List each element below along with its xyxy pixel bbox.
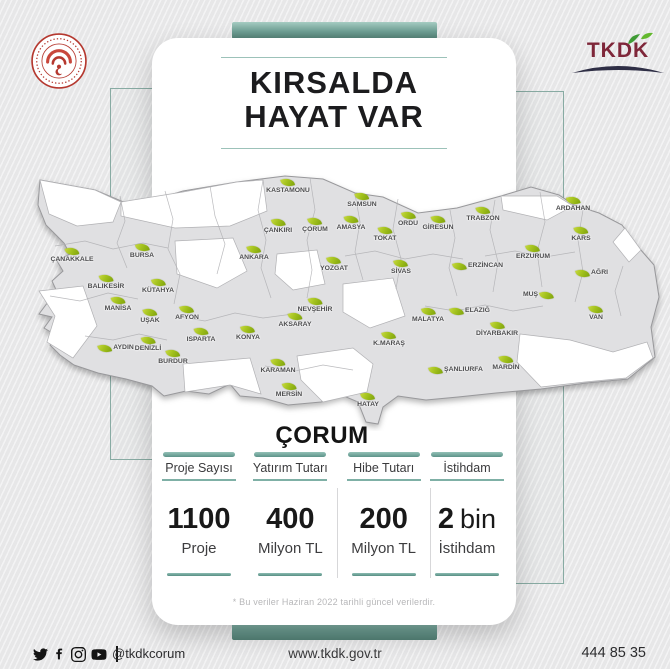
stat-underline bbox=[162, 479, 236, 481]
stat-bottom-bar bbox=[434, 573, 499, 576]
stat-unit: Milyon TL bbox=[351, 540, 417, 557]
stat-bottom-bar bbox=[258, 573, 323, 576]
stat-header: İstihdam bbox=[443, 461, 491, 475]
stat-value: 400 bbox=[266, 503, 315, 535]
social-handle: @tkdkcorum bbox=[112, 646, 186, 661]
page-title-line1: KIRSALDA bbox=[249, 65, 419, 100]
stat-top-bar bbox=[430, 452, 503, 457]
stat-header: Yatırım Tutarı bbox=[252, 461, 328, 475]
stat-value: 1100 bbox=[167, 503, 231, 535]
twitter-icon bbox=[33, 647, 48, 661]
stat-column-istihdam: İstihdam 2 bin İstihdam bbox=[429, 452, 504, 576]
tkdk-logo-text: TKDK bbox=[586, 39, 650, 62]
stats-table: Proje Sayısı 1100 Proje Yatırım Tutarı 4… bbox=[158, 452, 504, 576]
tkdk-logo: TKDK bbox=[570, 32, 666, 75]
stat-column-divider bbox=[430, 488, 431, 578]
footer-bar: @tkdkcorum www.tkdk.gov.tr 444 85 35 bbox=[0, 638, 670, 669]
stat-unit: Milyon TL bbox=[257, 540, 323, 557]
stat-column-proje-sayisi: Proje Sayısı 1100 Proje bbox=[158, 452, 240, 576]
title-rule-bottom bbox=[221, 148, 447, 149]
stat-underline bbox=[253, 479, 328, 481]
stat-column-hibe-tutari: Hibe Tutarı 200 Milyon TL bbox=[341, 452, 427, 576]
stat-underline bbox=[346, 479, 421, 481]
turkey-map bbox=[37, 175, 660, 425]
social-separator bbox=[116, 646, 118, 662]
stat-top-bar bbox=[163, 452, 235, 457]
tkdk-swoosh-icon bbox=[572, 66, 664, 73]
stat-value: 200 bbox=[359, 503, 408, 535]
stat-unit: Proje bbox=[181, 540, 217, 557]
youtube-icon bbox=[91, 648, 107, 660]
stat-top-bar bbox=[347, 452, 420, 457]
stat-column-divider bbox=[337, 488, 338, 578]
stat-top-bar bbox=[254, 452, 327, 457]
stat-bottom-bar bbox=[167, 573, 231, 576]
teal-top-bar bbox=[232, 22, 437, 39]
stat-column-yatirim-tutari: Yatırım Tutarı 400 Milyon TL bbox=[245, 452, 335, 576]
instagram-icon bbox=[71, 646, 86, 662]
stat-header: Hibe Tutarı bbox=[353, 461, 415, 475]
tkdk-leaf-icon bbox=[628, 32, 653, 44]
stat-unit: İstihdam bbox=[438, 540, 496, 557]
stat-underline bbox=[429, 479, 504, 481]
page-title: KIRSALDA HAYAT VAR bbox=[152, 65, 516, 135]
phone-number: 444 85 35 bbox=[581, 645, 646, 661]
facebook-icon bbox=[56, 648, 63, 660]
region-heading: ÇORUM bbox=[275, 422, 369, 449]
stat-bottom-bar bbox=[351, 573, 416, 576]
page-title-line2: HAYAT VAR bbox=[244, 99, 424, 135]
social-icons bbox=[33, 646, 118, 662]
stat-value: 2 bbox=[437, 503, 455, 535]
website-url: www.tkdk.gov.tr bbox=[288, 646, 382, 661]
data-date-note: * Bu veriler Haziran 2022 tarihli güncel… bbox=[232, 597, 436, 607]
stat-value-suffix: bin bbox=[460, 504, 497, 534]
ministry-logo-icon bbox=[31, 33, 87, 89]
stat-header: Proje Sayısı bbox=[165, 461, 233, 475]
title-rule-top bbox=[221, 57, 447, 58]
